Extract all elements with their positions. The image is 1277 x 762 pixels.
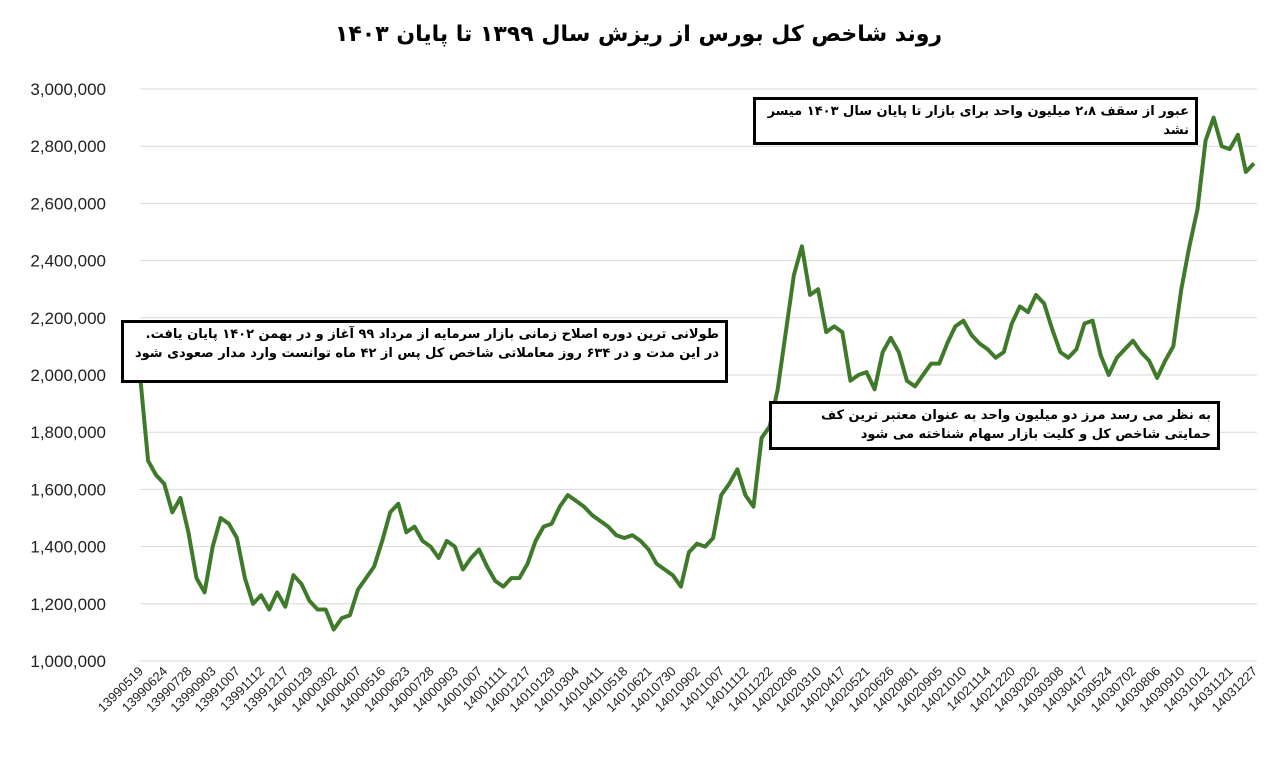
y-tick-label: 3,000,000 — [30, 80, 106, 99]
annotation: عبور از سقف ۲،۸ میلیون واحد برای بازار ت… — [753, 97, 1198, 145]
y-tick-label: 1,600,000 — [30, 480, 106, 499]
annotation: طولانی ترین دوره اصلاح زمانی بازار سرمای… — [121, 320, 728, 383]
line-series — [138, 115, 1256, 632]
y-tick-label: 2,400,000 — [30, 252, 106, 271]
y-tick-label: 2,600,000 — [30, 194, 106, 213]
y-tick-label: 1,000,000 — [30, 652, 106, 671]
y-tick-label: 2,800,000 — [30, 137, 106, 156]
y-tick-label: 1,800,000 — [30, 423, 106, 442]
y-tick-label: 2,000,000 — [30, 366, 106, 385]
y-tick-label: 1,200,000 — [30, 595, 106, 614]
y-tick-label: 1,400,000 — [30, 538, 106, 557]
y-tick-label: 2,200,000 — [30, 309, 106, 328]
annotation: به نظر می رسد مرز دو میلیون واحد به عنوا… — [769, 401, 1220, 450]
chart-title: روند شاخص کل بورس از ریزش سال ۱۳۹۹ تا پا… — [334, 22, 943, 47]
